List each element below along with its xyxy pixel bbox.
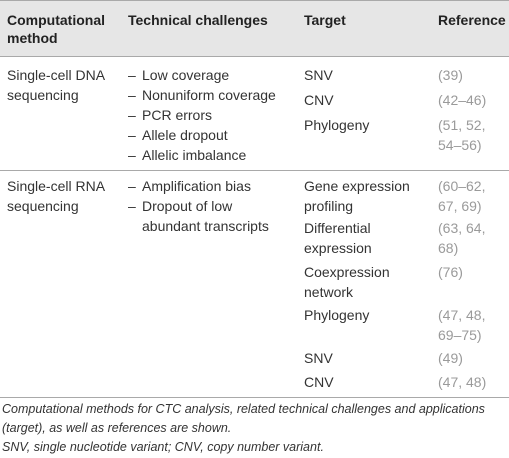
table-header: Computational method Technical challenge…: [0, 0, 509, 57]
list-item: Amplification bias: [128, 176, 293, 196]
reference-cell: (47, 48, 69–75): [438, 307, 486, 343]
target-cell: CNV: [304, 374, 334, 390]
table-bottom-rule: [0, 397, 509, 398]
list-item: Low coverage: [128, 65, 303, 85]
row-divider: [0, 170, 509, 171]
list-item: Dropout of low abundant transcripts: [128, 196, 293, 236]
target-cell: SNV: [304, 67, 333, 83]
reference-cell: (60–62, 67, 69): [438, 178, 486, 214]
target-cell: Phylogeny: [304, 307, 370, 323]
target-cell: CNV: [304, 92, 334, 108]
reference-cell: (42–46): [438, 92, 487, 108]
header-technical-challenges: Technical challenges: [128, 12, 268, 28]
target-cell: Phylogeny: [304, 117, 370, 133]
target-cell: Coexpression network: [304, 264, 390, 300]
table-caption: Computational methods for CTC analysis, …: [2, 402, 485, 435]
challenges-list-rna: Amplification bias Dropout of low abunda…: [128, 176, 293, 236]
method-rna-sequencing: Single-cell RNA sequencing: [7, 178, 105, 214]
abbreviations-note: SNV, single nucleotide variant; CNV, cop…: [2, 440, 324, 454]
list-item: Allelic imbalance: [128, 145, 303, 165]
reference-cell: (51, 52, 54–56): [438, 117, 486, 153]
list-item: Nonuniform coverage: [128, 85, 303, 105]
challenges-list-dna: Low coverage Nonuniform coverage PCR err…: [128, 65, 303, 165]
target-cell: SNV: [304, 350, 333, 366]
list-item: PCR errors: [128, 105, 303, 125]
method-dna-sequencing: Single-cell DNA sequencing: [7, 67, 105, 103]
reference-cell: (76): [438, 264, 463, 280]
list-item: Allele dropout: [128, 125, 303, 145]
header-reference: Reference: [438, 12, 506, 28]
target-cell: Gene expression profiling: [304, 178, 410, 214]
target-cell: Differential expression: [304, 220, 372, 256]
reference-cell: (63, 64, 68): [438, 220, 486, 256]
reference-cell: (47, 48): [438, 374, 487, 390]
reference-cell: (49): [438, 350, 463, 366]
header-computational-method: Computational method: [7, 12, 105, 46]
reference-cell: (39): [438, 67, 463, 83]
header-target: Target: [304, 12, 346, 28]
